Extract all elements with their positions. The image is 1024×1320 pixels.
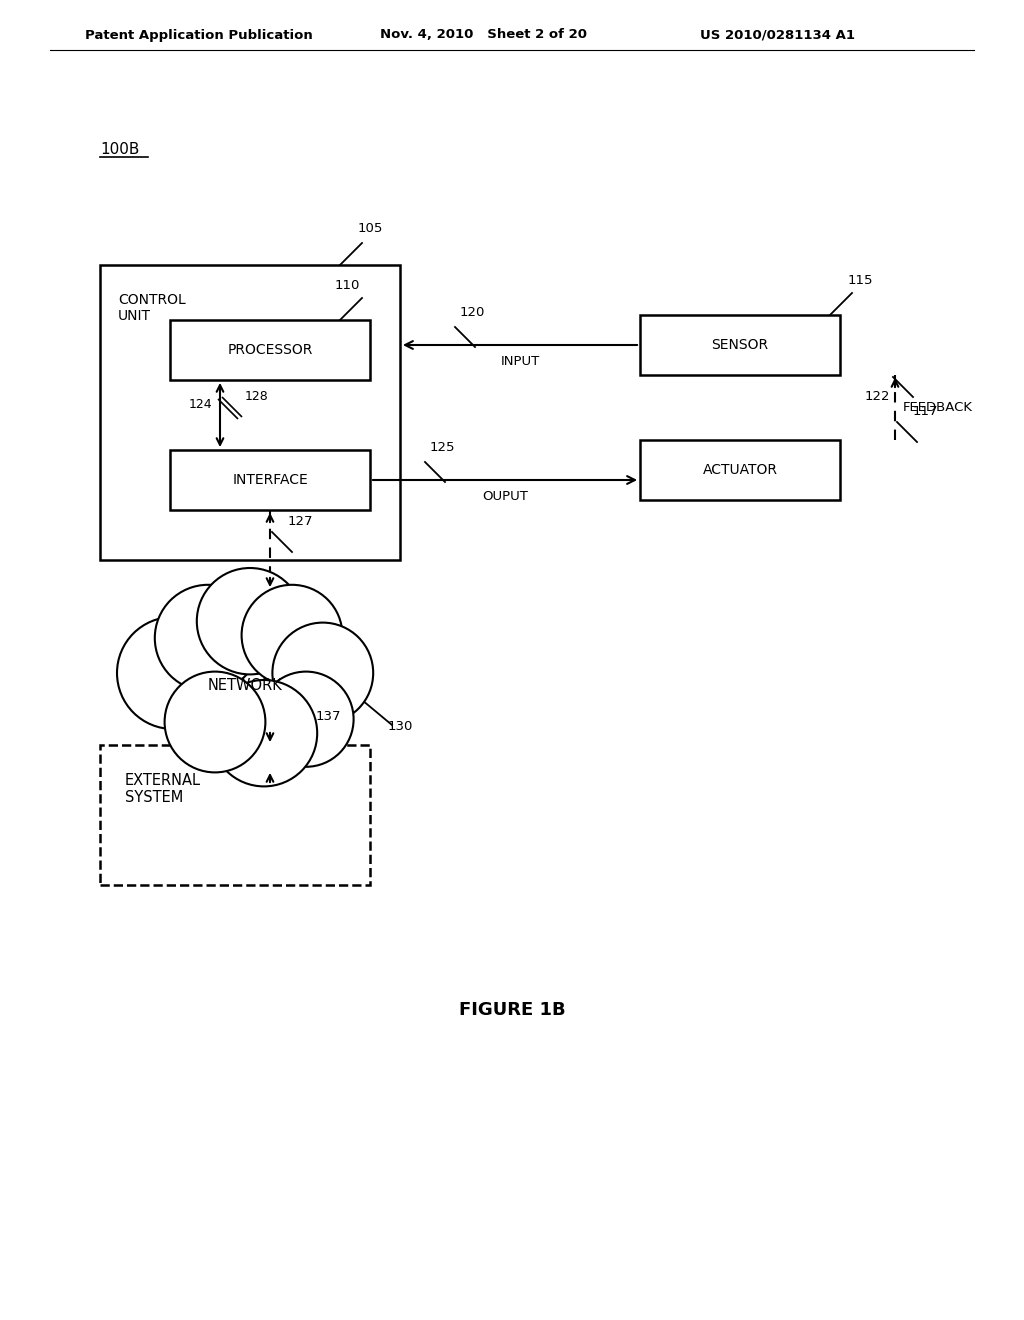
Bar [640, 440, 840, 500]
Text: 130: 130 [388, 719, 414, 733]
Circle shape [258, 672, 353, 767]
Circle shape [117, 616, 229, 729]
Circle shape [155, 585, 261, 692]
Bar [100, 265, 400, 560]
Circle shape [197, 568, 303, 675]
Text: Patent Application Publication: Patent Application Publication [85, 29, 312, 41]
Circle shape [211, 680, 317, 787]
Text: EXTERNAL
SYSTEM: EXTERNAL SYSTEM [125, 774, 201, 805]
Text: ACTUATOR: ACTUATOR [702, 463, 777, 477]
Text: 115: 115 [848, 275, 873, 286]
Bar [100, 744, 370, 884]
Text: 110: 110 [335, 279, 360, 292]
Text: 125: 125 [430, 441, 456, 454]
Text: 117: 117 [913, 405, 939, 418]
Text: FEEDBACK: FEEDBACK [903, 401, 973, 414]
Bar [170, 450, 370, 510]
Text: SENSOR: SENSOR [712, 338, 769, 352]
Text: OUPUT: OUPUT [482, 490, 528, 503]
Text: US 2010/0281134 A1: US 2010/0281134 A1 [700, 29, 855, 41]
Text: 120: 120 [460, 306, 485, 319]
Text: CONTROL
UNIT: CONTROL UNIT [118, 293, 185, 323]
Text: 137: 137 [316, 710, 341, 723]
Circle shape [272, 623, 373, 723]
Text: 128: 128 [245, 389, 268, 403]
Text: 122: 122 [864, 389, 890, 403]
Text: 127: 127 [288, 515, 313, 528]
Text: 124: 124 [188, 399, 212, 411]
Text: NETWORK: NETWORK [208, 677, 283, 693]
Text: 100B: 100B [100, 143, 139, 157]
Circle shape [165, 672, 265, 772]
Text: INTERFACE: INTERFACE [232, 473, 308, 487]
Bar [640, 315, 840, 375]
Text: FIGURE 1B: FIGURE 1B [459, 1001, 565, 1019]
Circle shape [242, 585, 342, 685]
Text: INPUT: INPUT [501, 355, 540, 368]
Text: PROCESSOR: PROCESSOR [227, 343, 312, 356]
Text: 105: 105 [358, 222, 383, 235]
Bar [170, 319, 370, 380]
Text: Nov. 4, 2010   Sheet 2 of 20: Nov. 4, 2010 Sheet 2 of 20 [380, 29, 587, 41]
